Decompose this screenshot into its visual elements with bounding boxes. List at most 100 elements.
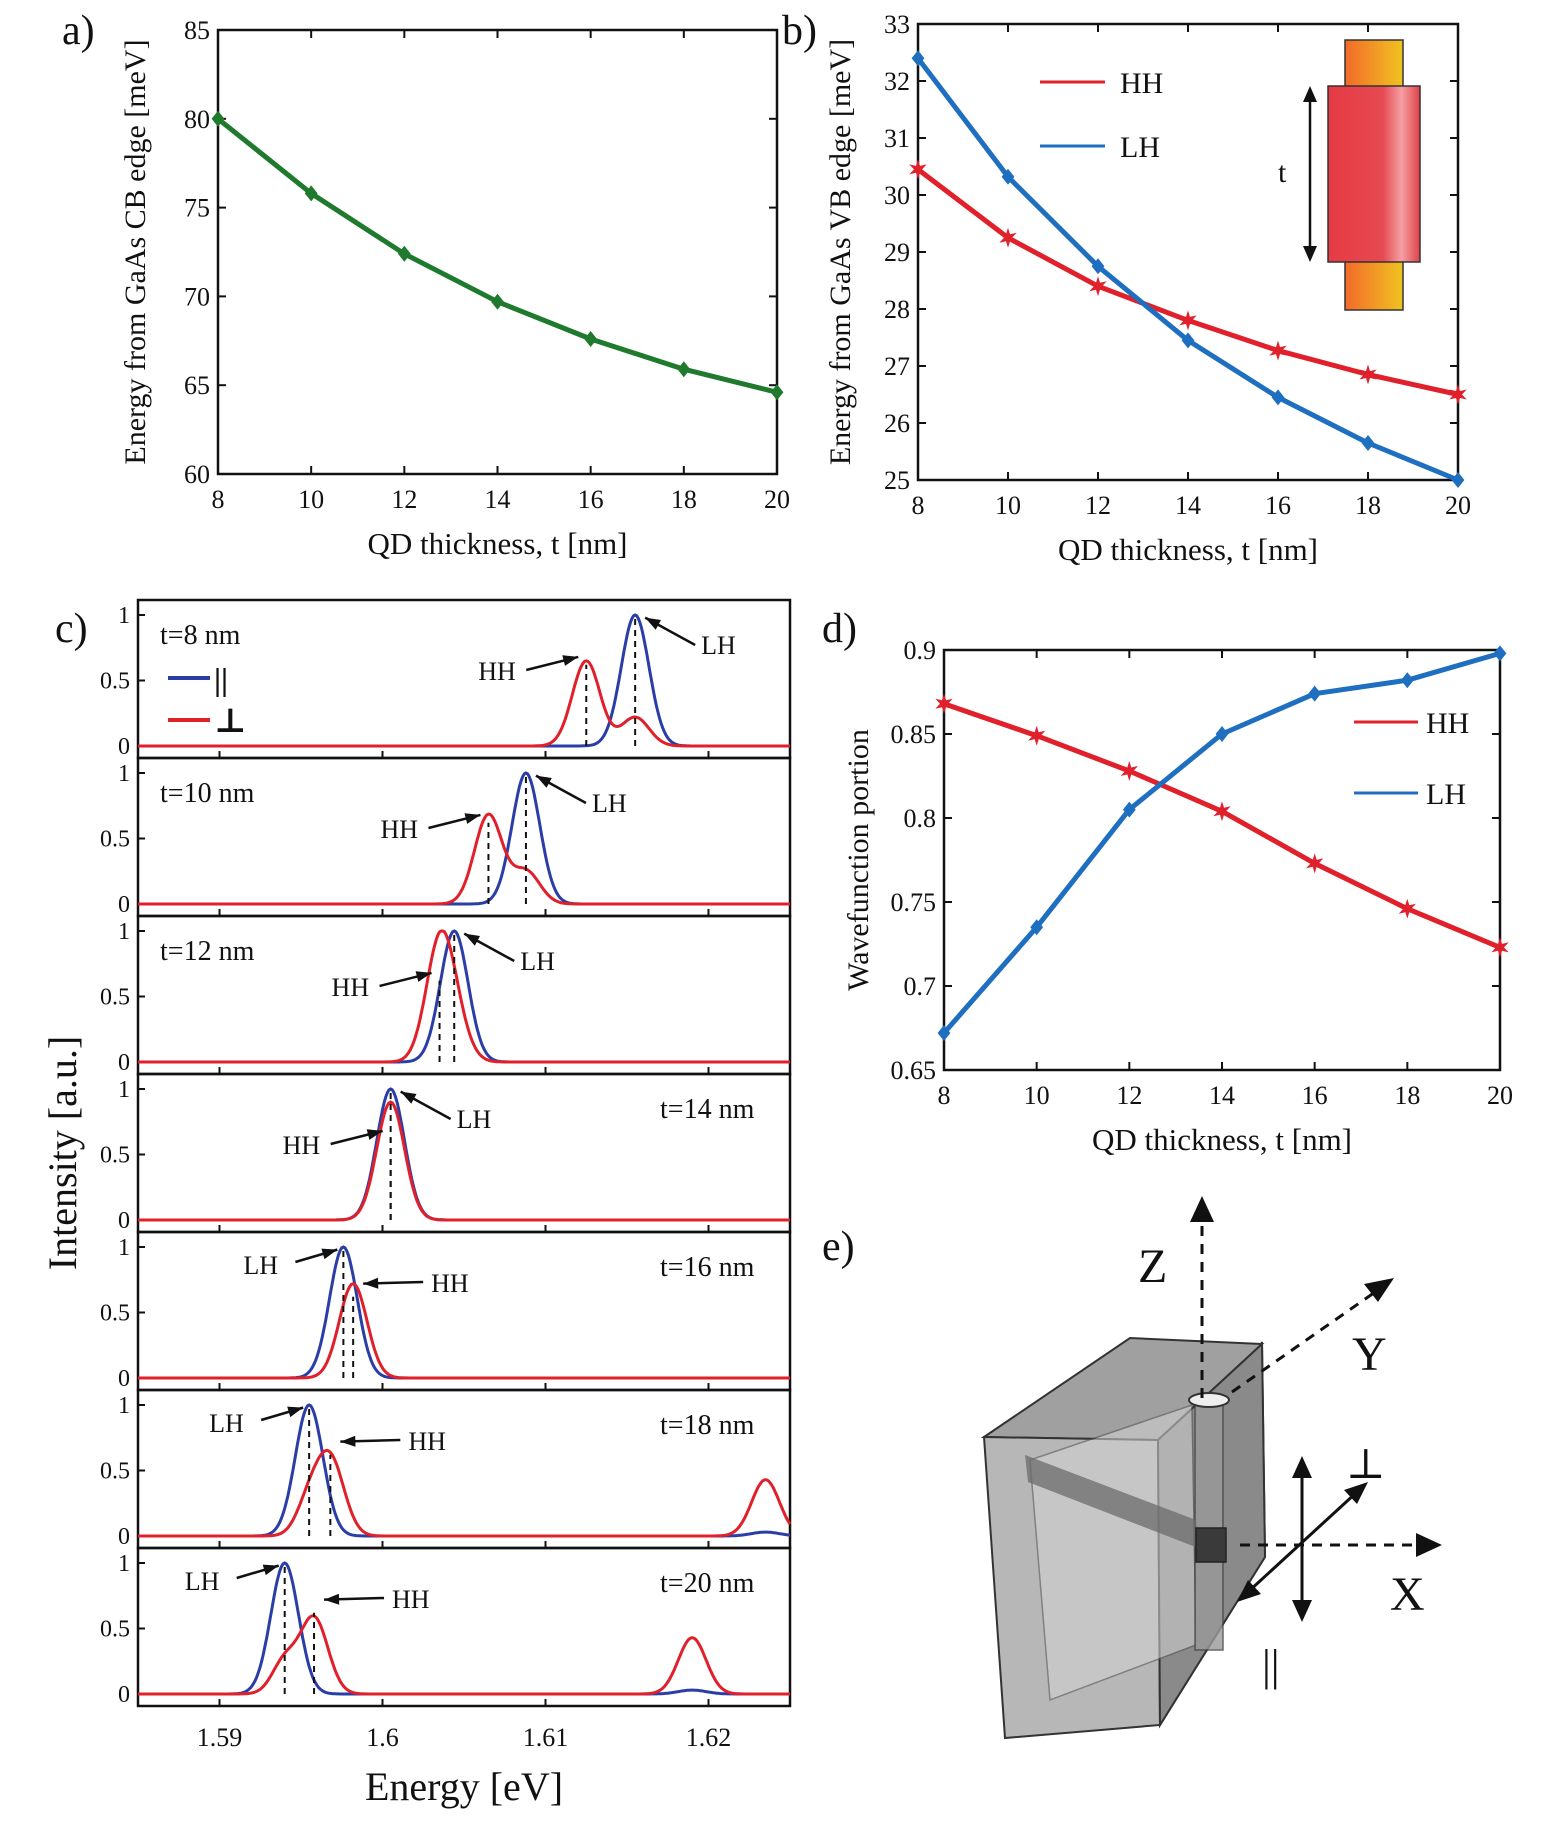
- data-point-LH: [1181, 332, 1195, 349]
- spectrum-row: 0 0.5 1 t=20 nm LH HH: [100, 1546, 792, 1708]
- z-axis-label: Z: [1138, 1240, 1167, 1293]
- panel-label-a: a): [62, 8, 95, 54]
- y-tick-label: 0.7: [904, 972, 937, 1001]
- perpendicular-spectrum-line: [138, 929, 790, 1064]
- data-point-LH: [1271, 389, 1285, 406]
- data-point-0: [584, 331, 598, 348]
- panel-label-d: d): [822, 606, 857, 652]
- spectrum-row: 0 0.5 1 t=14 nm HH LH: [100, 1072, 792, 1234]
- data-point-LH: [1400, 672, 1414, 689]
- inset-quantum-dot: [1327, 85, 1421, 263]
- y-tick-label: 0.5: [100, 1617, 130, 1643]
- x-tick-label: 1.6: [366, 1723, 399, 1752]
- legend-label-HH: HH: [1120, 67, 1163, 100]
- y-tick-label: 60: [184, 460, 210, 489]
- parallel-arrowhead-bottom: [1292, 1600, 1312, 1622]
- data-point-HH: [1213, 801, 1231, 822]
- y-axis-title: Wavefunction portion: [842, 729, 875, 991]
- data-point-0: [211, 110, 225, 127]
- x-axis-title: QD thickness, t [nm]: [1058, 532, 1318, 567]
- perp-arrowhead-top: [1344, 1482, 1368, 1504]
- subplot-thickness-label: t=18 nm: [660, 1410, 755, 1441]
- perpendicular-spectrum-line: [138, 1100, 790, 1222]
- perpendicular-spectrum-line: [138, 1448, 792, 1538]
- data-point-HH: [999, 227, 1017, 248]
- data-point-0: [677, 361, 691, 378]
- legend-label-parallel: ||: [214, 661, 228, 697]
- y-tick-label: 0.5: [100, 1301, 130, 1327]
- data-point-LH: [911, 50, 925, 67]
- y-tick-label: 0: [118, 1682, 130, 1708]
- x-tick-label: 8: [938, 1081, 951, 1110]
- lh-annotation: LH: [701, 631, 736, 660]
- plot-frame: [216, 28, 779, 476]
- y-tick-label: 85: [184, 16, 210, 45]
- legend-label-perpendicular: ⊥: [214, 703, 247, 740]
- x-tick-label: 14: [1209, 1081, 1235, 1110]
- x-tick-label: 16: [1265, 491, 1291, 520]
- x-tick-label: 12: [391, 485, 417, 514]
- y-tick-label: 0: [118, 892, 130, 918]
- spectrum-row: 0 0.5 1 t=16 nm LH HH: [100, 1230, 792, 1392]
- inset-arrowhead-bottom: [1303, 246, 1317, 262]
- legend-label-LH: LH: [1120, 131, 1160, 164]
- x-tick-label: 8: [212, 485, 225, 514]
- hh-arrow-head: [340, 1435, 356, 1447]
- x-tick-label: 8: [912, 491, 925, 520]
- y-tick-label: 33: [884, 10, 910, 39]
- perp-arrow: [1246, 1490, 1359, 1594]
- y-tick-label: 1: [118, 919, 130, 945]
- y-tick-label: 30: [884, 181, 910, 210]
- y-tick-label: 0.85: [891, 720, 937, 749]
- x-tick-label: 1.59: [197, 1723, 243, 1752]
- hh-arrow-head: [363, 1277, 379, 1289]
- parallel-arrowhead-top: [1292, 1456, 1312, 1478]
- y-tick-label: 0.5: [100, 669, 130, 695]
- lh-arrow-head: [321, 1248, 338, 1260]
- hh-annotation: HH: [283, 1131, 321, 1160]
- y-tick-label: 65: [184, 371, 210, 400]
- spectrum-row: 0 0.5 1 t=8 nm HH LH || ⊥: [100, 598, 792, 760]
- lh-arrow-head: [535, 775, 552, 788]
- y-tick-label: 75: [184, 194, 210, 223]
- data-point-0: [304, 185, 318, 202]
- hh-annotation: HH: [408, 1427, 446, 1456]
- x-tick-label: 12: [1116, 1081, 1142, 1110]
- data-point-LH: [1215, 726, 1229, 742]
- data-point-HH: [935, 693, 953, 714]
- perp-label: ⊥: [1346, 1442, 1386, 1488]
- y-tick-label: 70: [184, 282, 210, 311]
- panel-label-b: b): [782, 8, 817, 54]
- data-point-0: [397, 245, 411, 262]
- x-tick-label: 14: [1175, 491, 1201, 520]
- data-point-HH: [1089, 276, 1107, 297]
- lh-annotation: LH: [209, 1409, 244, 1438]
- panel-e-schematic: Z Y X ⊥ ||: [980, 1196, 1442, 1740]
- subplot-thickness-label: t=12 nm: [160, 936, 255, 967]
- legend-label-HH: HH: [1426, 707, 1469, 740]
- y-arrowhead: [1364, 1278, 1394, 1302]
- data-point-LH: [1493, 645, 1507, 662]
- x-axis-label: X: [1390, 1568, 1425, 1621]
- y-axis-title: Energy from GaAs VB edge [meV]: [824, 39, 857, 465]
- y-tick-label: 0.8: [904, 804, 937, 833]
- perp-arrowhead-bottom: [1237, 1580, 1261, 1602]
- hh-arrow-head: [562, 655, 579, 666]
- lh-annotation: LH: [185, 1567, 220, 1596]
- lh-annotation: LH: [243, 1251, 278, 1280]
- hh-annotation: HH: [332, 973, 370, 1002]
- x-tick-label: 16: [578, 485, 604, 514]
- data-point-HH: [1449, 384, 1467, 405]
- y-tick-label: 0: [118, 1524, 130, 1550]
- lh-annotation: LH: [457, 1105, 492, 1134]
- y-tick-label: 1: [118, 1393, 130, 1419]
- x-tick-label: 18: [1394, 1081, 1420, 1110]
- data-point-HH: [1359, 364, 1377, 385]
- y-axis: [1231, 1288, 1379, 1394]
- y-tick-label: 0.5: [100, 1459, 130, 1485]
- data-point-LH: [1122, 801, 1136, 818]
- plot-frame: [942, 648, 1502, 1072]
- x-tick-label: 20: [1487, 1081, 1513, 1110]
- panel-label-e: e): [822, 1224, 855, 1270]
- y-axis-title: Intensity [a.u.]: [40, 1036, 85, 1270]
